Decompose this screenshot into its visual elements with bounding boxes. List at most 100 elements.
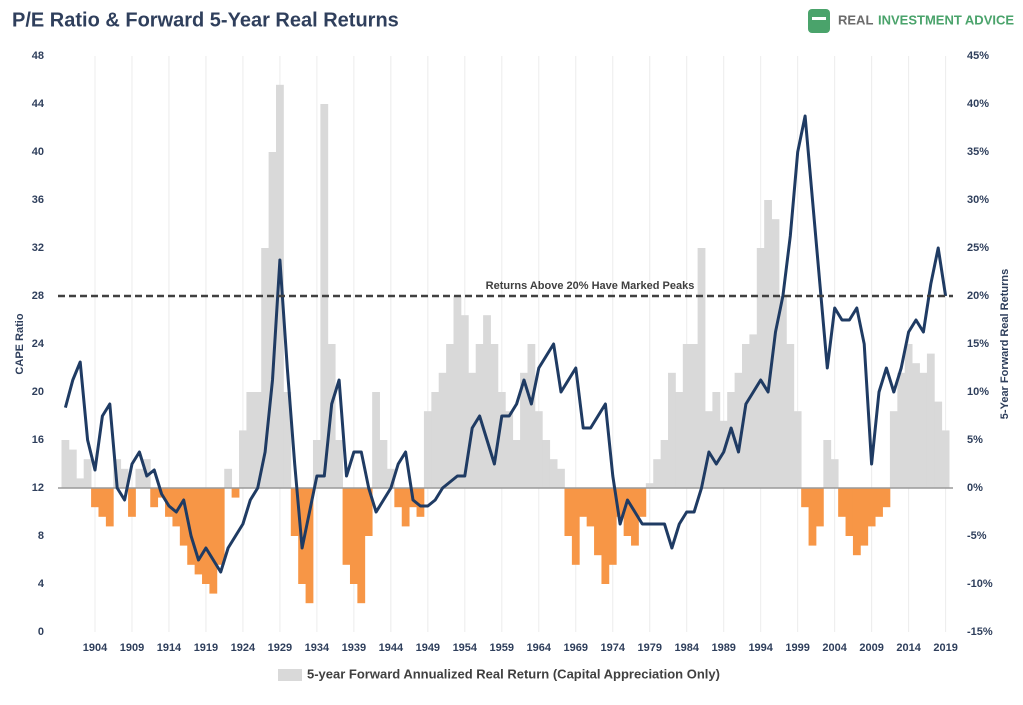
return-bar [675, 392, 684, 488]
return-bar [379, 440, 388, 488]
return-bar [386, 468, 395, 488]
return-bar [823, 440, 832, 488]
return-bar [579, 488, 588, 517]
y2-axis-title: 5-Year Forward Real Returns [999, 269, 1011, 419]
return-bar [172, 488, 181, 527]
x-tick-label: 1929 [268, 642, 292, 654]
y2-tick-label: -5% [967, 530, 987, 542]
x-tick-label: 2004 [822, 642, 847, 654]
x-tick-label: 1944 [379, 642, 404, 654]
y-tick-label: 16 [32, 434, 44, 446]
x-tick-label: 1914 [157, 642, 182, 654]
y-tick-label: 0 [38, 626, 44, 638]
reference-label: Returns Above 20% Have Marked Peaks [486, 280, 695, 292]
x-tick-label: 1999 [785, 642, 809, 654]
chart-title: P/E Ratio & Forward 5-Year Real Returns [12, 9, 399, 31]
y-tick-label: 12 [32, 482, 44, 494]
return-bar [276, 84, 284, 489]
return-bar [875, 488, 883, 517]
return-bar [867, 488, 876, 527]
return-bar [453, 296, 462, 488]
y2-tick-label: 30% [967, 194, 989, 206]
return-bar [209, 488, 218, 594]
y2-tick-label: 45% [967, 50, 989, 62]
return-bar [645, 483, 654, 488]
return-bar [165, 488, 173, 517]
return-bar [919, 372, 928, 488]
return-bar [497, 392, 506, 488]
x-tick-label: 1984 [674, 642, 699, 654]
y2-tick-label: 0% [967, 482, 983, 494]
return-bar [712, 392, 721, 488]
return-bar [231, 488, 240, 498]
return-bar [631, 488, 639, 546]
return-bar [431, 392, 440, 488]
return-bar [416, 488, 425, 517]
return-bar [749, 334, 758, 488]
return-bar [135, 468, 144, 488]
logo-icon-stripe [812, 17, 826, 20]
return-bar [290, 488, 299, 536]
y-axis-title: CAPE Ratio [14, 313, 26, 374]
return-bar [246, 392, 255, 488]
return-bar [934, 401, 943, 488]
return-bar [305, 488, 314, 604]
return-bar [542, 440, 551, 488]
y2-tick-label: 15% [967, 338, 989, 350]
return-bar [638, 488, 647, 517]
x-tick-label: 2009 [859, 642, 883, 654]
return-bar [897, 372, 906, 488]
return-bar [460, 315, 469, 488]
return-bar [549, 459, 558, 488]
x-tick-label: 1919 [194, 642, 218, 654]
return-bar [616, 488, 625, 517]
cape-line [63, 114, 948, 574]
x-tick-label: 1934 [305, 642, 330, 654]
x-tick-label: 1969 [564, 642, 588, 654]
logo: REAL INVESTMENT ADVICE [808, 9, 1014, 33]
return-bar [741, 344, 750, 488]
return-bar [660, 440, 669, 488]
return-bar [490, 344, 499, 488]
return-bar [608, 488, 617, 565]
y-tick-label: 36 [32, 194, 44, 206]
return-bar [150, 488, 159, 508]
return-bar [394, 488, 403, 508]
x-tick-label: 1964 [527, 642, 552, 654]
return-bar [904, 344, 913, 488]
return-bar [845, 488, 854, 536]
return-bar [342, 488, 351, 565]
return-bar [372, 392, 380, 488]
y2-tick-label: 10% [967, 386, 989, 398]
return-bar [756, 248, 765, 488]
x-tick-label: 1924 [231, 642, 256, 654]
return-bar [852, 488, 861, 556]
return-bar [601, 488, 610, 584]
return-bar [179, 488, 188, 546]
return-bar [564, 488, 573, 536]
y2-tick-label: 35% [967, 146, 989, 158]
y-tick-label: 4 [38, 578, 45, 590]
return-bar [216, 488, 225, 565]
y-tick-label: 48 [32, 50, 44, 62]
x-tick-label: 1974 [601, 642, 626, 654]
return-bar [83, 459, 92, 488]
logo-text: REAL [838, 12, 873, 27]
return-bar [815, 488, 824, 527]
return-bar [61, 440, 70, 488]
return-bar [423, 411, 432, 488]
x-tick-label: 1939 [342, 642, 366, 654]
y2-tick-label: 5% [967, 434, 983, 446]
x-tick-label: 1949 [416, 642, 440, 654]
return-bar [128, 488, 136, 517]
return-bar [808, 488, 817, 546]
return-bar [682, 344, 691, 488]
return-bar [76, 478, 85, 488]
y-tick-label: 8 [38, 530, 44, 542]
return-bar [912, 363, 920, 488]
logo-icon [808, 9, 830, 33]
return-bar [194, 488, 203, 575]
return-bar [882, 488, 891, 508]
logo-text: INVESTMENT ADVICE [878, 12, 1014, 27]
return-bar [557, 468, 565, 488]
